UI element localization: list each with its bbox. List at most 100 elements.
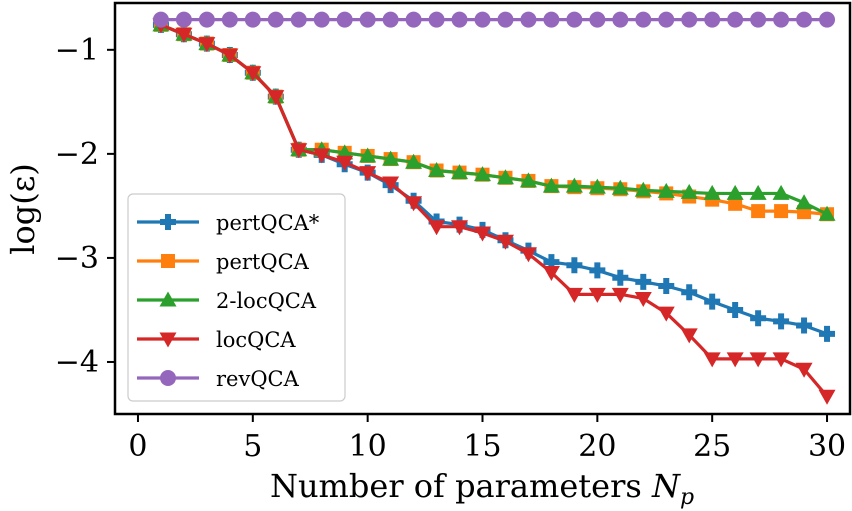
data-point <box>542 265 560 281</box>
data-point <box>175 27 193 43</box>
legend-marker <box>160 370 176 386</box>
series-line <box>160 23 828 216</box>
data-point <box>681 11 698 28</box>
data-point <box>796 317 813 334</box>
data-point <box>727 11 744 28</box>
data-point <box>359 11 376 28</box>
data-point <box>359 166 377 182</box>
data-point <box>796 11 813 28</box>
data-point <box>750 310 767 327</box>
legend-marker <box>161 254 175 268</box>
data-point <box>336 155 354 171</box>
legend-marker <box>159 291 177 307</box>
x-tick-label: 5 <box>243 429 262 464</box>
data-point <box>658 11 675 28</box>
legend-item-revqca: revQCA <box>137 367 300 391</box>
legend-item-pertqca: pertQCA <box>137 250 310 274</box>
data-point <box>795 362 813 378</box>
data-point <box>267 90 285 106</box>
data-point <box>542 177 560 193</box>
x-tick-label: 10 <box>349 429 387 464</box>
data-point <box>750 11 767 28</box>
x-axis-label: Number of parameters Np <box>270 467 694 510</box>
data-point <box>818 389 836 405</box>
legend-label: pertQCA <box>216 250 310 274</box>
data-point <box>519 247 537 263</box>
legend-label: revQCA <box>216 367 300 391</box>
data-point <box>428 11 445 28</box>
y-tick-label: −2 <box>55 137 99 172</box>
data-point <box>520 11 537 28</box>
y-tick-label: −4 <box>55 345 99 380</box>
data-point <box>634 181 652 197</box>
x-axis-label-main: Number of parameters <box>270 467 652 505</box>
series-layer <box>152 11 836 405</box>
data-point <box>519 172 537 188</box>
data-point <box>704 293 721 310</box>
data-point <box>290 11 307 28</box>
data-point <box>749 184 767 200</box>
data-point <box>680 328 698 344</box>
data-point <box>336 11 353 28</box>
data-point <box>405 11 422 28</box>
data-point <box>774 204 789 219</box>
data-point <box>726 352 744 368</box>
data-point <box>496 234 514 250</box>
data-point <box>566 257 583 274</box>
legend-marker <box>159 332 177 348</box>
data-point <box>657 182 675 198</box>
data-point <box>382 176 400 192</box>
x-tick-label: 25 <box>693 429 731 464</box>
data-point <box>359 147 377 163</box>
data-point <box>428 162 446 178</box>
legend-item-2-locqca: 2-locQCA <box>137 289 317 313</box>
data-point <box>405 196 423 212</box>
data-point <box>818 205 836 221</box>
data-point <box>681 284 698 301</box>
series-revqca <box>152 11 836 28</box>
data-point <box>751 204 766 219</box>
data-point <box>428 220 446 236</box>
data-point <box>657 306 675 322</box>
legend: pertQCA* pertQCA 2-locQCA locQCA revQCA <box>127 193 346 402</box>
data-point <box>313 148 331 164</box>
data-point <box>267 11 284 28</box>
data-point <box>588 287 606 303</box>
legend-item-locqca: locQCA <box>137 328 296 352</box>
data-point <box>290 143 308 159</box>
data-point <box>680 183 698 199</box>
data-point <box>451 11 468 28</box>
data-point <box>634 292 652 308</box>
data-point <box>198 11 215 28</box>
data-point <box>565 177 583 193</box>
data-point <box>772 352 790 368</box>
data-point <box>819 325 836 342</box>
y-axis-label: log(ε) <box>4 163 42 255</box>
data-point <box>382 11 399 28</box>
data-point <box>543 11 560 28</box>
x-axis-label-sub: p <box>680 485 694 510</box>
legend-label: pertQCA* <box>216 211 320 235</box>
data-point <box>728 196 743 211</box>
data-point <box>612 11 629 28</box>
x-tick-label: 30 <box>808 429 846 464</box>
data-point <box>611 287 629 303</box>
data-point <box>405 153 423 169</box>
data-point <box>497 11 514 28</box>
data-point <box>566 11 583 28</box>
data-point <box>451 220 469 236</box>
x-tick-label: 15 <box>463 429 501 464</box>
data-point <box>589 262 606 279</box>
data-point <box>611 179 629 195</box>
x-axis-label-var: N <box>651 467 681 505</box>
data-point <box>703 184 721 200</box>
data-point <box>244 66 262 82</box>
data-point <box>221 48 239 64</box>
data-point <box>795 194 813 210</box>
data-point <box>635 11 652 28</box>
ticks-layer: 0 5 10 15 20 25 30 −1 −2 −3 −4 <box>55 33 846 464</box>
data-point <box>726 184 744 200</box>
data-point <box>198 37 216 53</box>
data-point <box>703 352 721 368</box>
